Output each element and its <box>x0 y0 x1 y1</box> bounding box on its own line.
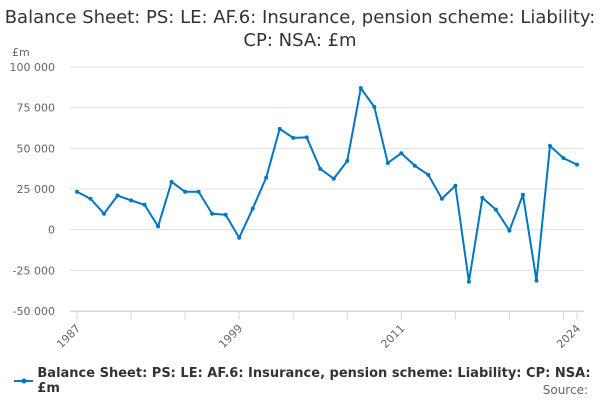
data-point <box>237 235 242 240</box>
data-point <box>183 189 188 194</box>
data-point <box>507 228 512 233</box>
y-tick-label: 50 000 <box>17 142 56 155</box>
data-point <box>129 198 134 203</box>
data-point <box>331 176 336 181</box>
y-tick-label: 100 000 <box>10 61 56 74</box>
legend-item[interactable]: Balance Sheet: PS: LE: AF.6: Insurance, … <box>14 366 600 396</box>
data-point <box>412 163 417 168</box>
data-point <box>358 86 363 91</box>
data-point <box>466 279 471 284</box>
x-tick-label: 2011 <box>378 322 407 351</box>
data-point <box>480 195 485 200</box>
data-point <box>575 162 579 167</box>
y-tick-label: 75 000 <box>17 102 56 115</box>
x-tick-label: 2024 <box>554 322 583 351</box>
x-tick-label: 1999 <box>216 322 245 351</box>
data-point <box>547 143 552 148</box>
y-tick-label: 0 <box>48 224 55 237</box>
data-point <box>345 158 350 163</box>
data-point <box>223 212 228 217</box>
data-point <box>169 179 174 184</box>
data-point <box>142 202 147 207</box>
data-point <box>385 160 390 165</box>
chart-title: Balance Sheet: PS: LE: AF.6: Insurance, … <box>4 7 596 51</box>
data-point <box>304 135 309 140</box>
data-point <box>88 196 93 201</box>
legend-line-icon <box>14 378 34 384</box>
y-tick-label: -25 000 <box>13 264 55 277</box>
y-axis-label: £m <box>12 46 30 59</box>
data-point <box>277 126 282 131</box>
series-line <box>76 87 578 283</box>
y-tick-label: 25 000 <box>17 183 56 196</box>
data-point <box>210 211 215 216</box>
data-point <box>75 189 79 194</box>
data-point <box>439 196 444 201</box>
data-point <box>250 206 255 211</box>
data-point <box>291 135 296 140</box>
data-point <box>399 151 404 156</box>
source-label: Source: <box>542 383 588 397</box>
data-point <box>318 166 323 171</box>
data-point <box>156 224 161 229</box>
data-point <box>561 156 566 161</box>
data-point <box>426 172 431 177</box>
data-point <box>115 193 120 198</box>
data-point <box>264 175 269 180</box>
data-point <box>534 278 539 283</box>
y-tick-label: -50 000 <box>13 305 55 318</box>
data-point <box>493 207 498 212</box>
x-tick-label: 1987 <box>54 322 83 351</box>
data-point <box>372 104 377 109</box>
data-point <box>102 211 107 216</box>
data-point <box>520 192 525 197</box>
legend-label: Balance Sheet: PS: LE: AF.6: Insurance, … <box>37 366 591 396</box>
data-point <box>196 189 201 194</box>
data-point <box>453 183 458 188</box>
